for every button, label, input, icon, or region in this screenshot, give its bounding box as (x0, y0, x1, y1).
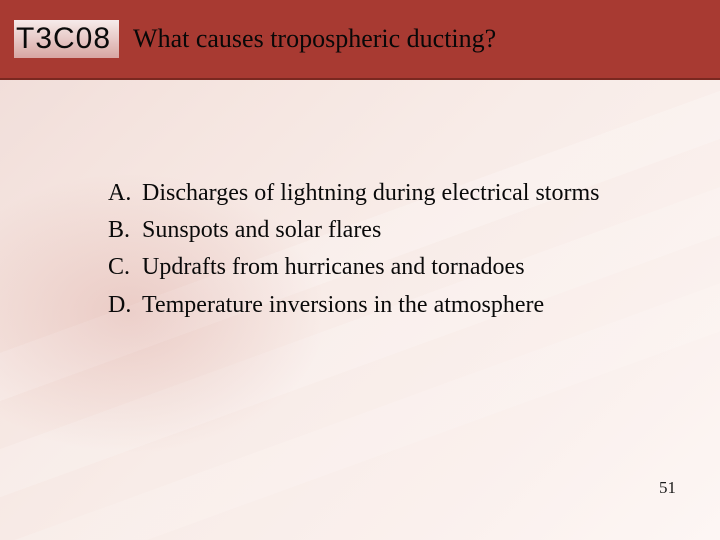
option-text: Discharges of lightning during electrica… (142, 175, 599, 212)
page-number: 51 (659, 478, 676, 498)
option-a: A. Discharges of lightning during electr… (108, 175, 680, 212)
slide-container: T3C08 What causes tropospheric ducting? … (0, 0, 720, 540)
option-letter: C. (108, 249, 142, 286)
question-text: What causes tropospheric ducting? (133, 24, 496, 54)
option-letter: A. (108, 175, 142, 212)
option-letter: B. (108, 212, 142, 249)
options-area: A. Discharges of lightning during electr… (0, 80, 720, 324)
options-list: A. Discharges of lightning during electr… (108, 175, 680, 324)
option-letter: D. (108, 287, 142, 324)
title-bar: T3C08 What causes tropospheric ducting? (0, 0, 720, 80)
question-code: T3C08 (14, 20, 119, 58)
option-b: B. Sunspots and solar flares (108, 212, 680, 249)
option-text: Temperature inversions in the atmosphere (142, 287, 544, 324)
option-text: Updrafts from hurricanes and tornadoes (142, 249, 525, 286)
option-d: D. Temperature inversions in the atmosph… (108, 287, 680, 324)
option-c: C. Updrafts from hurricanes and tornadoe… (108, 249, 680, 286)
option-text: Sunspots and solar flares (142, 212, 381, 249)
